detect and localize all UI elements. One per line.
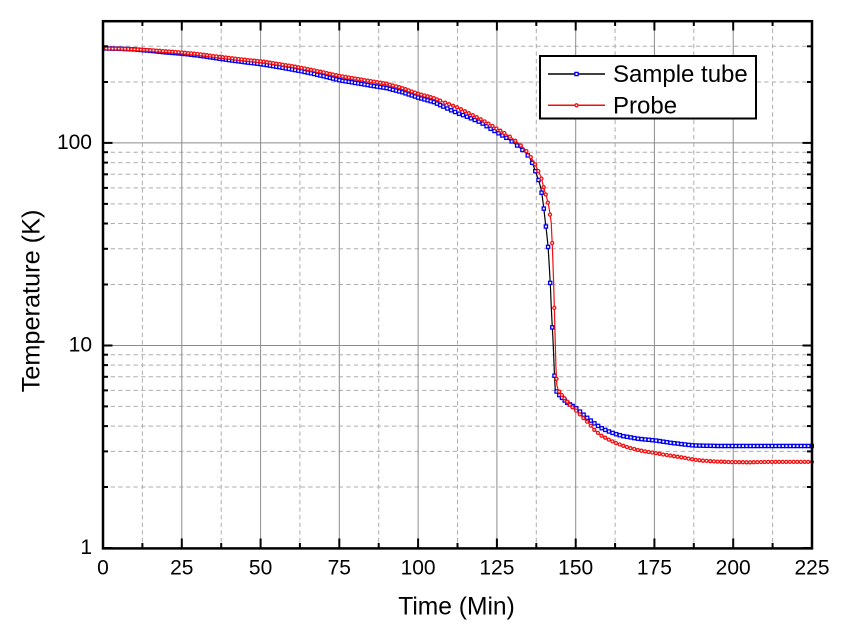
svg-text:225: 225 — [794, 557, 829, 580]
svg-text:1: 1 — [80, 536, 92, 559]
svg-text:75: 75 — [328, 557, 351, 580]
svg-text:100: 100 — [57, 131, 92, 154]
svg-text:0: 0 — [97, 557, 109, 580]
svg-text:100: 100 — [401, 557, 436, 580]
svg-text:10: 10 — [69, 334, 92, 357]
svg-text:Sample tube: Sample tube — [613, 61, 748, 88]
svg-text:Time (Min): Time (Min) — [398, 594, 515, 621]
svg-text:50: 50 — [249, 557, 272, 580]
svg-text:175: 175 — [637, 557, 672, 580]
svg-text:125: 125 — [479, 557, 514, 580]
svg-text:200: 200 — [716, 557, 751, 580]
svg-text:Probe: Probe — [613, 92, 677, 119]
svg-text:Temperature (K): Temperature (K) — [18, 210, 46, 393]
svg-text:25: 25 — [170, 557, 193, 580]
svg-text:150: 150 — [558, 557, 593, 580]
